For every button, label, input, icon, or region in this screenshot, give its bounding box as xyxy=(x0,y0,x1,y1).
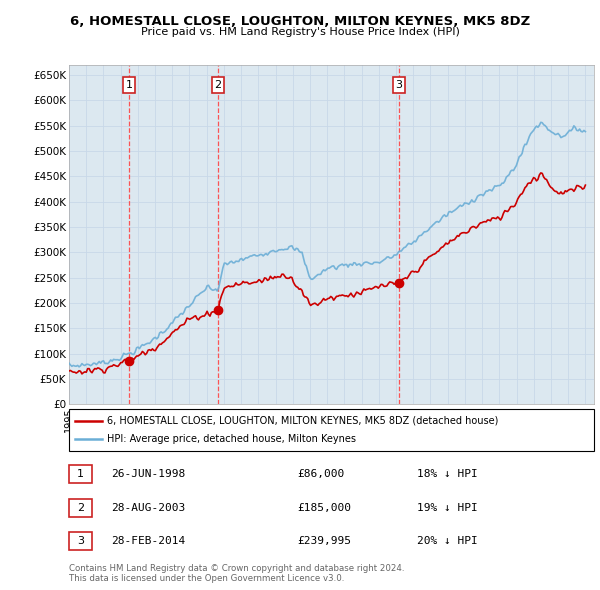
Text: £185,000: £185,000 xyxy=(297,503,351,513)
Text: Contains HM Land Registry data © Crown copyright and database right 2024.
This d: Contains HM Land Registry data © Crown c… xyxy=(69,563,404,583)
Text: 2: 2 xyxy=(77,503,84,513)
Text: 20% ↓ HPI: 20% ↓ HPI xyxy=(417,536,478,546)
Text: 3: 3 xyxy=(395,80,403,90)
Text: 6, HOMESTALL CLOSE, LOUGHTON, MILTON KEYNES, MK5 8DZ (detached house): 6, HOMESTALL CLOSE, LOUGHTON, MILTON KEY… xyxy=(107,416,498,426)
Text: 18% ↓ HPI: 18% ↓ HPI xyxy=(417,469,478,479)
Text: 19% ↓ HPI: 19% ↓ HPI xyxy=(417,503,478,513)
Text: HPI: Average price, detached house, Milton Keynes: HPI: Average price, detached house, Milt… xyxy=(107,434,356,444)
Text: £239,995: £239,995 xyxy=(297,536,351,546)
Text: Price paid vs. HM Land Registry's House Price Index (HPI): Price paid vs. HM Land Registry's House … xyxy=(140,27,460,37)
Text: 2: 2 xyxy=(214,80,221,90)
Text: 6, HOMESTALL CLOSE, LOUGHTON, MILTON KEYNES, MK5 8DZ: 6, HOMESTALL CLOSE, LOUGHTON, MILTON KEY… xyxy=(70,15,530,28)
Text: 3: 3 xyxy=(77,536,84,546)
Text: £86,000: £86,000 xyxy=(297,469,344,479)
Text: 26-JUN-1998: 26-JUN-1998 xyxy=(111,469,185,479)
Text: 28-FEB-2014: 28-FEB-2014 xyxy=(111,536,185,546)
Text: 1: 1 xyxy=(77,469,84,479)
Text: 28-AUG-2003: 28-AUG-2003 xyxy=(111,503,185,513)
Text: 1: 1 xyxy=(125,80,133,90)
